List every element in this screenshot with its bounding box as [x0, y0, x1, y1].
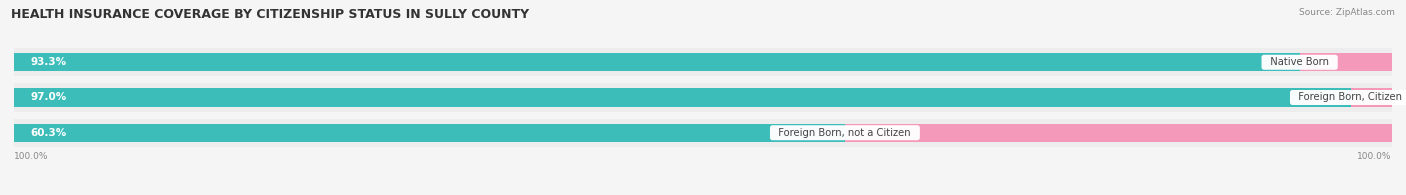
Bar — [1299, 53, 1392, 71]
Text: Foreign Born, Citizen: Foreign Born, Citizen — [1292, 92, 1406, 103]
Text: 100.0%: 100.0% — [14, 152, 49, 161]
Text: Foreign Born, not a Citizen: Foreign Born, not a Citizen — [772, 128, 917, 138]
Bar — [14, 88, 1351, 107]
Text: 60.3%: 60.3% — [31, 128, 67, 138]
Bar — [1351, 88, 1393, 107]
Text: 97.0%: 97.0% — [31, 92, 67, 103]
Text: Native Born: Native Born — [1264, 57, 1336, 67]
Bar — [14, 124, 845, 142]
Text: HEALTH INSURANCE COVERAGE BY CITIZENSHIP STATUS IN SULLY COUNTY: HEALTH INSURANCE COVERAGE BY CITIZENSHIP… — [11, 8, 530, 21]
Text: Source: ZipAtlas.com: Source: ZipAtlas.com — [1299, 8, 1395, 17]
Bar — [14, 53, 1299, 71]
Bar — [14, 119, 1392, 147]
Bar — [14, 48, 1392, 76]
Text: 93.3%: 93.3% — [31, 57, 66, 67]
Bar — [845, 124, 1392, 142]
Text: 100.0%: 100.0% — [1357, 152, 1392, 161]
Bar — [14, 83, 1392, 112]
